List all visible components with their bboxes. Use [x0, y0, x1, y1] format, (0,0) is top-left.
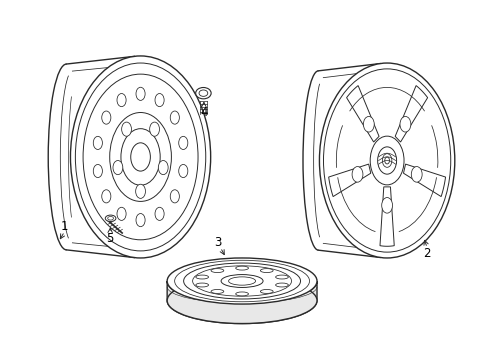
Text: 3: 3 [214, 235, 221, 248]
Ellipse shape [195, 283, 208, 287]
Polygon shape [303, 63, 386, 258]
Ellipse shape [381, 198, 392, 213]
Ellipse shape [351, 167, 362, 182]
Ellipse shape [410, 167, 421, 182]
Ellipse shape [167, 258, 316, 304]
Polygon shape [379, 187, 393, 246]
Polygon shape [394, 86, 427, 142]
Ellipse shape [136, 213, 145, 227]
Ellipse shape [382, 154, 391, 167]
Ellipse shape [369, 136, 403, 185]
Ellipse shape [149, 122, 159, 136]
Ellipse shape [117, 94, 126, 107]
Polygon shape [167, 281, 316, 324]
Text: 5: 5 [106, 232, 114, 245]
Ellipse shape [235, 266, 248, 270]
Ellipse shape [178, 165, 187, 177]
Ellipse shape [178, 136, 187, 149]
Ellipse shape [377, 147, 396, 174]
Ellipse shape [275, 283, 288, 287]
Polygon shape [328, 164, 370, 197]
Ellipse shape [199, 90, 207, 96]
Ellipse shape [93, 136, 102, 149]
Ellipse shape [363, 116, 373, 132]
Ellipse shape [167, 278, 316, 324]
Text: 1: 1 [61, 220, 68, 233]
Ellipse shape [122, 122, 131, 136]
Ellipse shape [260, 269, 273, 273]
Ellipse shape [93, 165, 102, 177]
Ellipse shape [136, 87, 145, 100]
Polygon shape [48, 56, 140, 258]
Text: 4: 4 [200, 106, 207, 119]
Polygon shape [346, 86, 378, 142]
Ellipse shape [155, 207, 164, 220]
Ellipse shape [155, 94, 164, 107]
Ellipse shape [319, 63, 454, 258]
Text: 2: 2 [423, 247, 430, 260]
Ellipse shape [135, 184, 145, 198]
Ellipse shape [195, 275, 208, 279]
Ellipse shape [260, 289, 273, 293]
Polygon shape [403, 164, 445, 197]
Ellipse shape [117, 207, 126, 220]
Ellipse shape [102, 111, 111, 124]
Ellipse shape [102, 190, 111, 203]
Ellipse shape [275, 275, 288, 279]
Ellipse shape [211, 289, 224, 293]
Ellipse shape [105, 215, 116, 221]
Ellipse shape [70, 56, 210, 258]
Ellipse shape [211, 269, 224, 273]
Ellipse shape [399, 116, 410, 132]
Ellipse shape [195, 87, 211, 99]
Ellipse shape [235, 292, 248, 296]
Ellipse shape [113, 161, 122, 175]
Ellipse shape [170, 190, 179, 203]
Ellipse shape [158, 161, 168, 175]
Ellipse shape [170, 111, 179, 124]
